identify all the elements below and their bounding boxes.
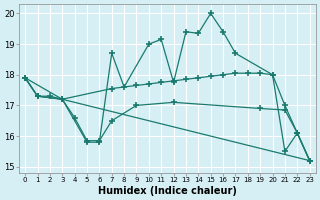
X-axis label: Humidex (Indice chaleur): Humidex (Indice chaleur)	[98, 186, 237, 196]
